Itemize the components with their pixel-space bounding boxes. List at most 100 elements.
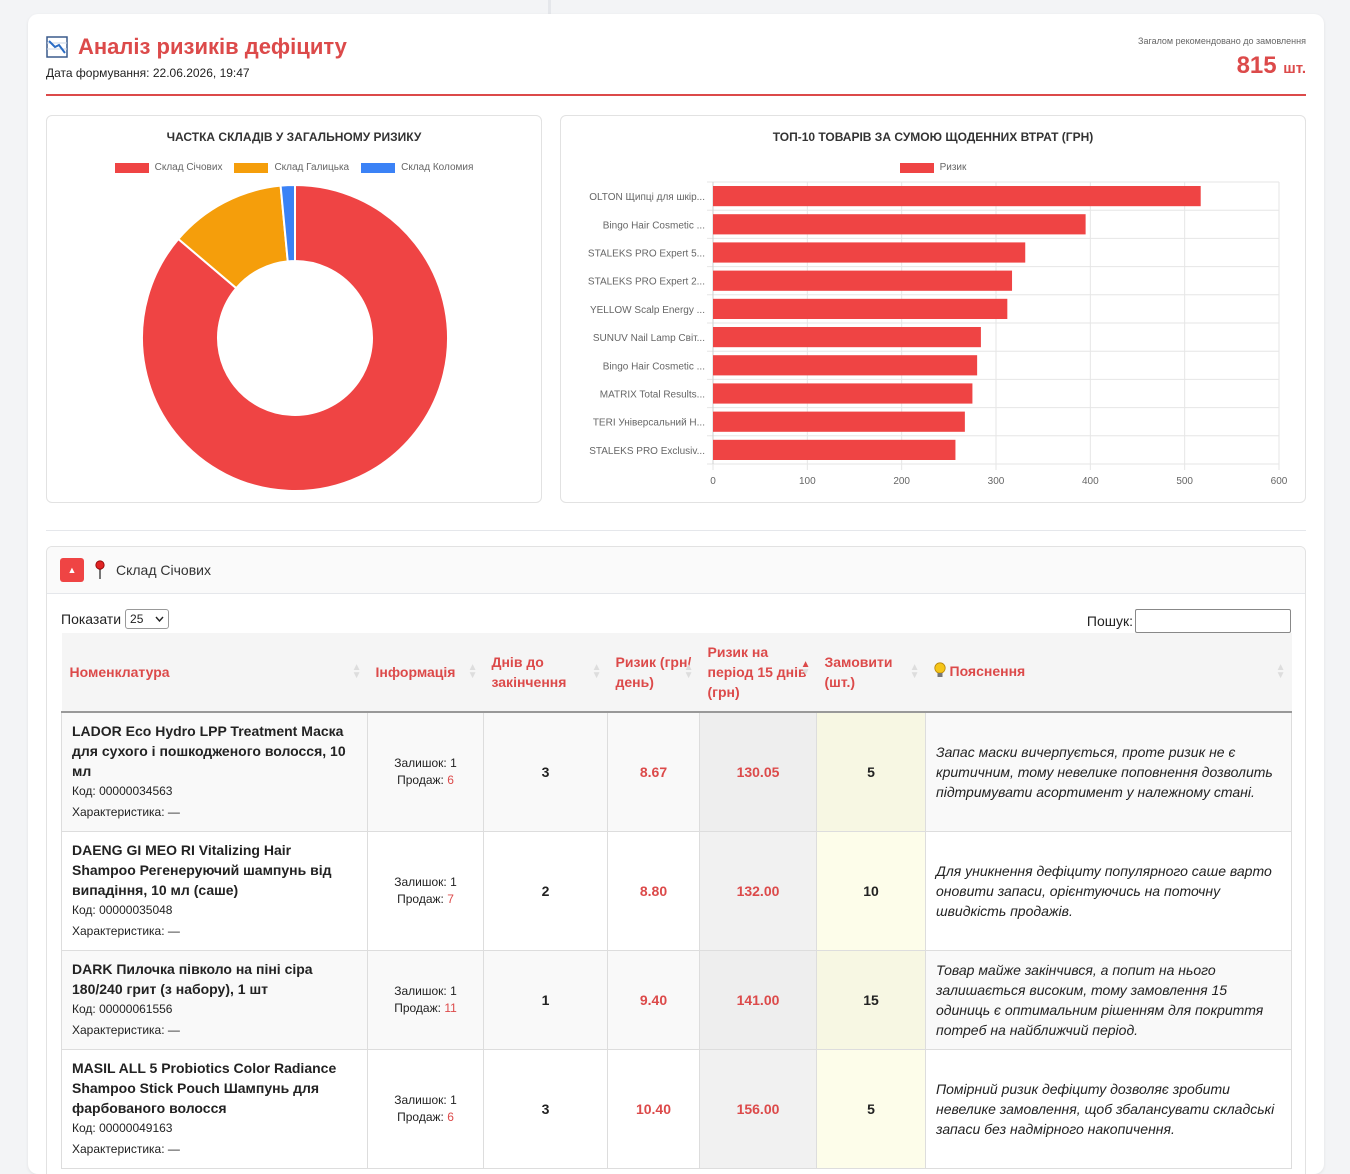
search-input[interactable] (1135, 609, 1291, 633)
page-size-value: 25 (130, 612, 144, 626)
risk-period-cell: 141.00 (699, 950, 817, 1050)
table-row[interactable]: DARK Пилочка півколо на піні сіра 180/24… (61, 950, 1292, 1050)
bar[interactable] (713, 298, 1008, 319)
sales-label: Продаж: (394, 1001, 441, 1015)
product-characteristic: Характеристика: — (72, 805, 180, 819)
title-text: Аналіз ризиків дефіциту (78, 34, 347, 59)
y-tick-label: STALEKS PRO Exclusiv... (589, 446, 705, 457)
bar[interactable] (713, 355, 978, 376)
col-header-name[interactable]: Номенклатура ▲ ▼ (61, 633, 368, 713)
sales-text: Продаж: 6 (369, 1109, 482, 1126)
legend-label: Склад Коломия (401, 162, 474, 173)
info-cell: Залишок: 1 Продаж: 11 (367, 950, 484, 1050)
y-tick-label: Bingo Hair Cosmetic ... (603, 361, 705, 372)
legend-item[interactable]: Склад Коломия (361, 162, 473, 173)
legend-item[interactable]: Склад Галицька (234, 162, 349, 173)
days-cell: 2 (483, 831, 608, 951)
legend-label: Склад Січових (154, 162, 223, 173)
product-name: DAENG GI MEO RI Vitalizing Hair Shampoo … (72, 842, 332, 898)
explanation-cell: Помірний ризик дефіциту дозволяє зробити… (925, 1049, 1292, 1169)
warehouse-header[interactable]: ▲ Склад Січових (47, 547, 1305, 594)
bar[interactable] (713, 242, 1026, 263)
y-tick-label: TERI Універсальний Н... (593, 418, 705, 429)
sort-icon: ▲ ▼ (909, 662, 920, 681)
col-header-label: Днів до закінчення (491, 654, 567, 690)
col-header-info[interactable]: Інформація ▲ ▼ (367, 633, 484, 713)
x-tick-label: 500 (1176, 476, 1193, 487)
col-header-risk-period[interactable]: Ризик на період 15 днів (грн) ▲ ▼ (699, 633, 817, 713)
stock-text: Залишок: 1 (394, 875, 457, 889)
donut-slice[interactable] (141, 183, 449, 492)
donut-slice[interactable] (279, 183, 296, 263)
x-tick-label: 400 (1082, 476, 1099, 487)
risk-period-cell: 130.05 (699, 711, 817, 832)
info-cell: Залишок: 1 Продаж: 6 (367, 1049, 484, 1169)
x-tick-label: 600 (1271, 476, 1288, 487)
chart-title: ЧАСТКА СКЛАДІВ У ЗАГАЛЬНОМУ РИЗИКУ (166, 130, 422, 144)
days-cell: 3 (483, 711, 608, 832)
order-cell: 5 (816, 1049, 926, 1169)
show-label: Показати (61, 611, 122, 627)
bar-chart: 0 100 200 300 400 500 600 OLTON Щипці для шкір.… (588, 181, 1288, 487)
bar[interactable] (713, 411, 965, 432)
legend-swatch (114, 162, 149, 173)
total-order-label: Загалом рекомендовано до замовлення (1138, 36, 1306, 46)
y-tick-label: Bingo Hair Cosmetic ... (603, 220, 705, 231)
sales-text: Продаж: 6 (369, 772, 482, 789)
page-size-select[interactable]: 25 (125, 609, 170, 629)
product-code: Код: 00000049163 (72, 1121, 173, 1135)
legend-label: Склад Галицька (274, 162, 350, 173)
explanation-cell: Для уникнення дефіциту популярного саше … (925, 831, 1292, 951)
bar[interactable] (713, 327, 981, 348)
legend-item[interactable]: Склад Січових (114, 162, 223, 173)
risk-day-cell: 9.40 (607, 950, 700, 1050)
bar[interactable] (713, 214, 1086, 235)
col-header-order[interactable]: Замовити (шт.) ▲ ▼ (816, 633, 926, 713)
product-characteristic: Характеристика: — (72, 1023, 180, 1037)
risk-day-cell: 10.40 (607, 1049, 700, 1169)
top10-losses-chart: ТОП-10 ТОВАРІВ ЗА СУМОЮ ЩОДЕННИХ ВТРАТ (… (560, 115, 1306, 503)
explanation-cell: Товар майже закінчився, а попит на нього… (925, 950, 1292, 1050)
search-control: Пошук: (1087, 609, 1291, 633)
lightbulb-icon (933, 661, 946, 684)
legend-swatch (899, 162, 934, 173)
sales-label: Продаж: (397, 1110, 444, 1124)
sort-icon: ▲ ▼ (351, 662, 362, 681)
product-cell: MASIL ALL 5 Probiotics Color Radiance Sh… (61, 1049, 368, 1169)
col-header-risk-day[interactable]: Ризик (грн/ день) ▲ ▼ (607, 633, 700, 713)
header-divider (46, 94, 1306, 96)
order-cell: 15 (816, 950, 926, 1050)
stock-text: Залишок: 1 (394, 984, 457, 998)
info-cell: Залишок: 1 Продаж: 6 (367, 711, 484, 832)
days-cell: 1 (483, 950, 608, 1050)
section-divider (46, 530, 1306, 531)
bar[interactable] (713, 270, 1013, 291)
sales-value: 6 (447, 1110, 454, 1124)
collapse-toggle-button[interactable]: ▲ (60, 558, 84, 582)
product-name: LADOR Eco Hydro LPP Treatment Маска для … (72, 723, 346, 779)
product-code: Код: 00000061556 (72, 1002, 173, 1016)
chart-legend: Склад Січових Склад Галицька Склад Коломия (47, 162, 541, 173)
x-tick-label: 300 (988, 476, 1005, 487)
table-row[interactable]: LADOR Eco Hydro LPP Treatment Маска для … (61, 711, 1292, 832)
x-tick-label: 200 (893, 476, 910, 487)
bar[interactable] (713, 439, 956, 460)
sort-icon: ▲ ▼ (591, 662, 602, 681)
chart-title: ТОП-10 ТОВАРІВ ЗА СУМОЮ ЩОДЕННИХ ВТРАТ (… (772, 130, 1094, 144)
y-tick-label: SUNUV Nail Lamp Світ... (593, 333, 705, 344)
table-row[interactable]: DAENG GI MEO RI Vitalizing Hair Shampoo … (61, 831, 1292, 951)
col-header-explanation[interactable]: Пояснення ▲ ▼ (925, 633, 1292, 713)
bar[interactable] (713, 383, 973, 404)
total-order: Загалом рекомендовано до замовлення 815 … (1138, 36, 1306, 80)
chart-decreasing-icon (46, 36, 68, 58)
product-name: MASIL ALL 5 Probiotics Color Radiance Sh… (72, 1060, 337, 1116)
sales-label: Продаж: (397, 892, 444, 906)
days-cell: 3 (483, 1049, 608, 1169)
table-controls: Показати 25 Пошук: (61, 609, 1291, 635)
legend-item[interactable]: Ризик (899, 162, 966, 173)
pin-icon (95, 560, 105, 579)
table-row[interactable]: MASIL ALL 5 Probiotics Color Radiance Sh… (61, 1049, 1292, 1169)
bar[interactable] (713, 186, 1201, 207)
col-header-days[interactable]: Днів до закінчення ▲ ▼ (483, 633, 608, 713)
donut-chart (141, 183, 449, 492)
